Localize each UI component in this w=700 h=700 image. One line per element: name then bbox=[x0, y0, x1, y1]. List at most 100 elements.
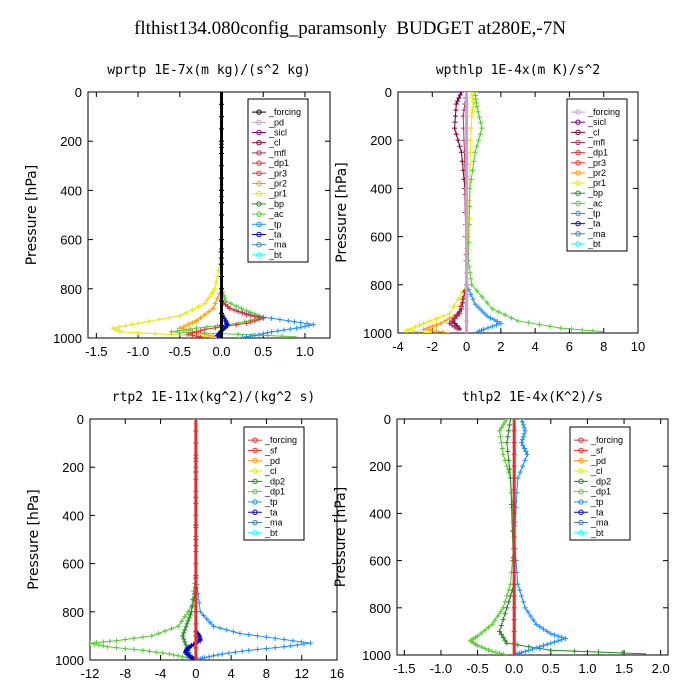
panel-title: wpthlp 1E-4x(m K)/s^2 bbox=[436, 63, 600, 78]
legend-label: _ta bbox=[268, 230, 282, 240]
legend-marker bbox=[578, 478, 584, 485]
legend-label: _tp bbox=[590, 497, 604, 507]
legend-marker bbox=[578, 468, 584, 474]
y-axis-label: Pressure [hPa] bbox=[26, 489, 42, 589]
legend-label: _sicl bbox=[268, 128, 287, 138]
x-tick-label: -8 bbox=[120, 666, 132, 681]
legend-label: _ma bbox=[590, 518, 609, 528]
legend-marker bbox=[575, 129, 581, 136]
y-tick-label: 200 bbox=[62, 460, 84, 475]
x-tick-label: -4 bbox=[392, 339, 404, 354]
legend-marker bbox=[252, 509, 258, 515]
legend-label: _pr3 bbox=[268, 168, 287, 178]
legend-marker bbox=[575, 139, 581, 146]
x-tick-label: 0.5 bbox=[542, 661, 560, 676]
legend-label: _ta bbox=[590, 507, 604, 517]
series-dp1 bbox=[90, 419, 199, 660]
legend-label: _sf bbox=[590, 445, 604, 455]
y-tick-label: 600 bbox=[62, 557, 84, 572]
x-tick-label: 0.0 bbox=[212, 344, 230, 359]
panel-3: rtp2 1E-11x(kg^2)/(kg^2 s) Pressure [hPa]… bbox=[26, 390, 344, 681]
y-tick-label: 1000 bbox=[53, 331, 82, 346]
legend-marker bbox=[575, 190, 581, 196]
legend-label: _forcing bbox=[264, 435, 297, 445]
legend-marker bbox=[252, 437, 258, 443]
legend-label: _ac bbox=[268, 209, 284, 219]
y-tick-label: 1000 bbox=[363, 326, 392, 341]
y-axis-label: Pressure [hPa] bbox=[333, 487, 349, 587]
x-tick-label: -4 bbox=[155, 666, 167, 681]
series-forcing bbox=[219, 92, 225, 338]
legend-marker bbox=[252, 468, 258, 474]
legend-marker bbox=[578, 447, 584, 454]
legend-label: _tp bbox=[268, 219, 282, 229]
series-dp1 bbox=[467, 419, 517, 655]
legend-label: _cl bbox=[590, 466, 603, 476]
x-tick-label: 8 bbox=[263, 666, 270, 681]
legend-marker bbox=[256, 252, 262, 258]
legend-label: _tp bbox=[587, 209, 601, 219]
legend-marker bbox=[252, 530, 258, 536]
legend-marker bbox=[575, 210, 581, 217]
plot-frame bbox=[397, 91, 639, 334]
x-tick-label: 1.0 bbox=[578, 661, 596, 676]
legend-marker bbox=[256, 160, 262, 166]
legend-marker bbox=[256, 119, 262, 126]
x-tick-label: -0.5 bbox=[169, 344, 191, 359]
legend-marker bbox=[575, 149, 581, 156]
legend-label: _pd bbox=[268, 117, 284, 127]
y-tick-label: 600 bbox=[369, 554, 391, 569]
legend-marker bbox=[578, 509, 584, 515]
legend-label: _dp2 bbox=[264, 476, 285, 486]
y-axis-label: Pressure [hPa] bbox=[24, 165, 40, 265]
legend-marker bbox=[575, 160, 581, 166]
legend-marker bbox=[575, 241, 581, 247]
series-line bbox=[90, 419, 197, 660]
legend-marker bbox=[575, 231, 581, 237]
legend-marker bbox=[575, 180, 581, 186]
series-line bbox=[513, 419, 568, 655]
x-tick-label: -2 bbox=[427, 339, 439, 354]
legend-marker bbox=[256, 109, 262, 115]
plot-frame bbox=[89, 418, 338, 661]
panel-2: wpthlp 1E-4x(m K)/s^2 Pressure [hPa] -4 -2 0… bbox=[334, 63, 645, 354]
legend-label: _bt bbox=[264, 528, 278, 538]
x-tick-label: 8 bbox=[600, 339, 607, 354]
legend-label: _dp2 bbox=[590, 476, 611, 486]
legend-marker bbox=[256, 191, 262, 197]
legend-box bbox=[243, 426, 305, 541]
legend-label: _tp bbox=[264, 497, 278, 507]
y-tick-label: 800 bbox=[62, 605, 84, 620]
panel-4: thlp2 1E-4x(K^2)/s Pressure [hPa] -1.5 -1.0… bbox=[333, 390, 670, 676]
legend-marker bbox=[578, 437, 584, 443]
legend-label: _pr1 bbox=[587, 178, 606, 188]
legend-marker bbox=[256, 129, 262, 136]
legend-marker bbox=[578, 488, 584, 495]
x-tick-label: 1.5 bbox=[615, 661, 633, 676]
legend-marker bbox=[252, 488, 258, 495]
y-tick-label: 200 bbox=[369, 459, 391, 474]
x-tick-label: -0.5 bbox=[466, 661, 488, 676]
legend-label: _ta bbox=[264, 507, 278, 517]
x-tick-label: 0.0 bbox=[505, 661, 523, 676]
legend-marker bbox=[256, 170, 262, 177]
legend-label: _cl bbox=[264, 466, 277, 476]
legend: _forcing_sf_pd_cl_dp2_dp1_tp_ta_ma_bt bbox=[569, 426, 631, 541]
legend-marker bbox=[252, 519, 258, 526]
legend-label: _sicl bbox=[587, 117, 606, 127]
legend-label: _dp1 bbox=[264, 487, 285, 497]
legend-marker bbox=[256, 211, 262, 217]
legend-label: _ma bbox=[587, 229, 606, 239]
y-tick-label: 400 bbox=[60, 183, 82, 198]
legend-marker bbox=[256, 242, 262, 248]
legend-marker bbox=[256, 150, 262, 156]
legend-label: _dp1 bbox=[590, 487, 611, 497]
legend-marker bbox=[578, 519, 584, 526]
legend-marker bbox=[256, 221, 262, 228]
series-pr2 bbox=[421, 92, 470, 333]
y-tick-label: 0 bbox=[384, 412, 391, 427]
y-tick-label: 0 bbox=[385, 85, 392, 100]
x-tick-label: 6 bbox=[566, 339, 573, 354]
legend-label: _ac bbox=[587, 198, 603, 208]
legend-label: _cl bbox=[587, 127, 600, 137]
